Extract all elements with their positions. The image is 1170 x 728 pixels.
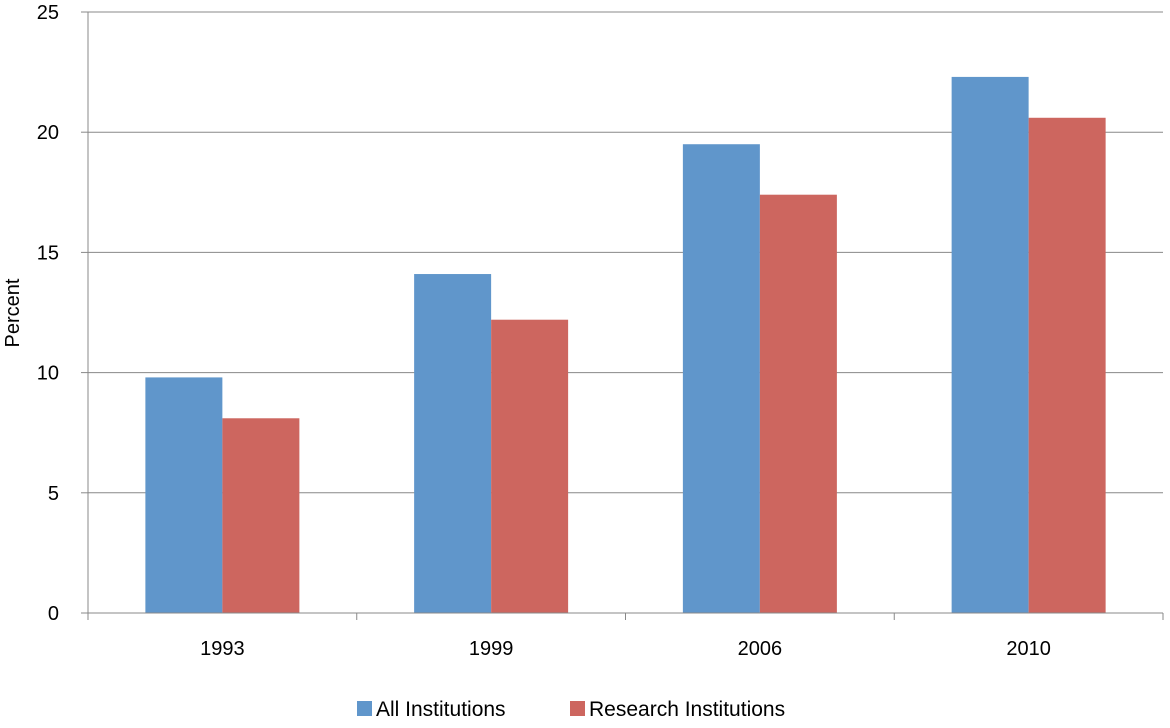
legend-swatch [357,701,372,716]
x-tick-label: 2010 [1006,638,1051,660]
y-tick-label: 5 [48,483,59,505]
y-axis-title: Percent [2,278,24,347]
y-tick-label: 20 [37,122,59,144]
y-tick-label: 15 [37,242,59,264]
y-tick-label: 25 [37,2,59,24]
legend: All Institutions Research Institutions [357,698,785,721]
legend-label: Research Institutions [589,698,785,721]
x-tick-label: 1993 [200,638,245,660]
bar-research-institutions-1993 [222,418,300,613]
bar-all-institutions-1999 [414,274,492,613]
legend-swatch [570,701,585,716]
bar-all-institutions-2010 [951,76,1029,613]
y-tick-label: 10 [37,363,59,385]
x-tick-label: 2006 [738,638,783,660]
y-tick-labels: 0 5 10 15 20 25 [37,2,59,625]
y-tick-label: 0 [48,603,59,625]
bar-research-institutions-2010 [1028,117,1106,613]
x-tick-labels: 1993 1999 2006 2010 [200,638,1051,660]
bars [145,76,1106,614]
bar-research-institutions-2006 [759,194,837,614]
bar-all-institutions-2006 [682,144,760,613]
legend-label: All Institutions [376,698,506,721]
axes [87,12,1164,620]
bar-research-institutions-1999 [491,319,569,613]
x-tick-label: 1999 [469,638,514,660]
bar-all-institutions-1993 [145,377,223,613]
